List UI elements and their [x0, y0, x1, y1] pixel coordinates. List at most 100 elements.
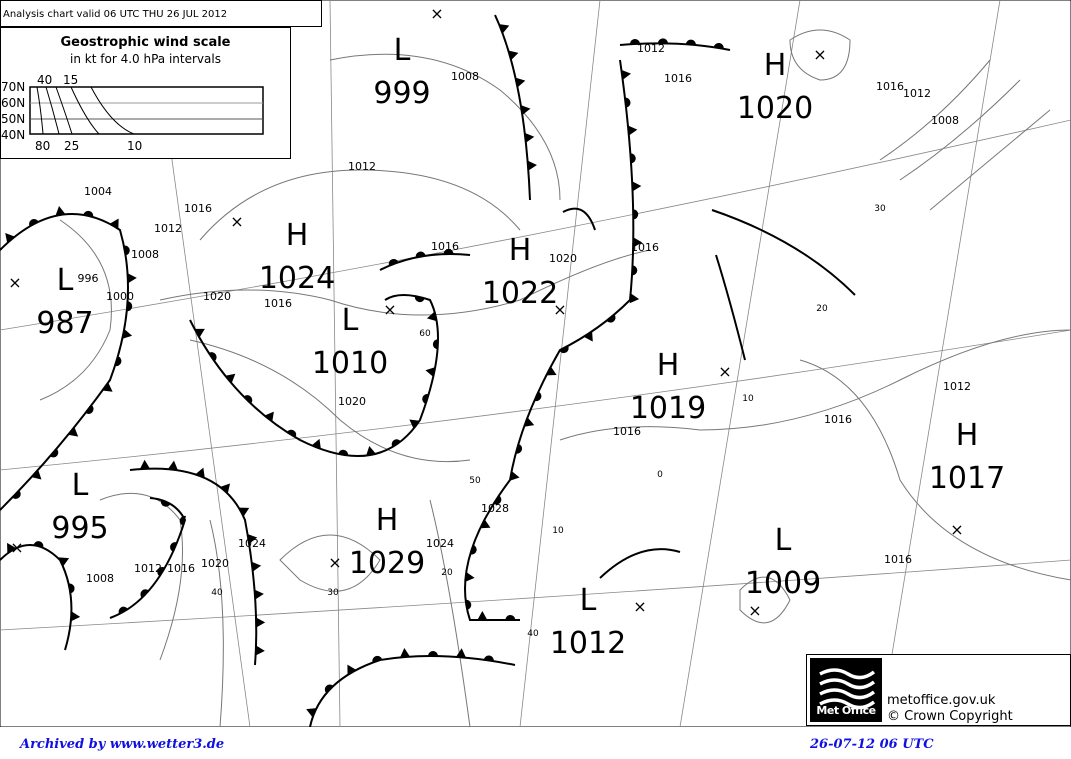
isobar-label: 1008	[86, 572, 114, 585]
wind-label: 20	[441, 568, 453, 578]
pressure-center-value: 1017	[929, 461, 1005, 496]
pressure-center-value: 1020	[737, 91, 813, 126]
wind-label: 30	[327, 588, 339, 598]
met-office-logo: Met Office	[810, 658, 882, 722]
isobar-label: 996	[78, 272, 99, 285]
warm-front-semicircle-icon	[465, 599, 472, 610]
cold-front-triangle-icon	[109, 218, 119, 229]
scale-label: 80	[35, 139, 50, 153]
warm-front-semicircle-icon	[83, 210, 94, 217]
warm-front-semicircle-icon	[286, 429, 297, 438]
timestamp: 26-07-12 06 UTC	[810, 737, 934, 752]
pressure-center-value: 1029	[349, 546, 425, 581]
cold-front-triangle-icon	[68, 427, 79, 437]
pressure-center-type: H	[509, 233, 532, 268]
front-line	[309, 655, 516, 727]
front-line	[379, 253, 471, 271]
front-line	[562, 207, 596, 231]
isobar-label: 1012	[903, 87, 931, 100]
pressure-center-type: L	[57, 263, 74, 298]
cold-front-triangle-icon	[225, 373, 236, 384]
cold-front-triangle-icon	[520, 105, 531, 115]
warm-front-semicircle-icon	[388, 259, 399, 266]
cold-front-triangle-icon	[629, 293, 640, 304]
low-high-marker-icon: ×	[748, 601, 761, 620]
warm-front-semicircle-icon	[624, 97, 631, 108]
warm-front-semicircle-icon	[493, 495, 502, 505]
cold-front-triangle-icon	[509, 470, 520, 481]
warm-front-semicircle-icon	[470, 544, 477, 555]
cold-front-triangle-icon	[400, 647, 411, 658]
isobar-label: 1016	[184, 202, 212, 215]
warm-front-semicircle-icon	[372, 655, 383, 663]
low-high-marker-icon: ×	[430, 4, 443, 23]
cold-front-triangle-icon	[366, 445, 376, 456]
isobar-label: 1020	[549, 252, 577, 265]
cold-front-triangle-icon	[247, 534, 258, 544]
front-line	[711, 209, 856, 296]
pressure-center-type: L	[775, 523, 792, 558]
isobar-label: 1008	[931, 114, 959, 127]
warm-front-semicircle-icon	[559, 345, 569, 354]
warm-front-semicircle-icon	[685, 39, 696, 46]
warm-front-semicircle-icon	[33, 541, 44, 548]
low-high-marker-icon: ×	[10, 538, 23, 557]
cold-front-triangle-icon	[465, 571, 475, 582]
warm-front-semicircle-icon	[157, 567, 165, 577]
cold-front-triangle-icon	[306, 708, 317, 718]
cold-front-triangle-icon	[477, 611, 488, 620]
cold-front-triangle-icon	[633, 237, 643, 248]
warm-front-semicircle-icon	[170, 542, 178, 552]
warm-front-semicircle-icon	[324, 684, 334, 694]
cold-front-triangle-icon	[426, 311, 437, 322]
front-line	[494, 14, 531, 201]
isobar-label: 1020	[203, 290, 231, 303]
scale-label: 25	[64, 139, 79, 153]
scale-label: 15	[63, 73, 78, 87]
cold-front-triangle-icon	[70, 611, 81, 622]
archive-credit[interactable]: Archived by www.wetter3.de	[20, 737, 225, 752]
warm-front-semicircle-icon	[140, 589, 149, 598]
wind-scale-title: Geostrophic wind scale	[60, 35, 231, 50]
wind-label: 30	[874, 204, 886, 214]
warm-front-semicircle-icon	[123, 245, 130, 256]
front-line	[619, 42, 731, 51]
cold-front-triangle-icon	[122, 329, 133, 339]
cold-front-triangle-icon	[524, 132, 535, 143]
cold-front-triangle-icon	[238, 507, 250, 517]
low-high-marker-icon: ×	[328, 553, 341, 572]
warm-front-semicircle-icon	[50, 448, 59, 458]
cold-front-triangle-icon	[195, 467, 205, 478]
cold-front-triangle-icon	[31, 469, 42, 480]
warm-front-semicircle-icon	[160, 499, 171, 507]
met-office-site: metoffice.gov.uk	[887, 693, 996, 708]
pressure-center-type: L	[72, 468, 89, 503]
isobar-label: 1016	[884, 553, 912, 566]
cold-front-triangle-icon	[632, 181, 642, 192]
cold-front-triangle-icon	[256, 617, 266, 628]
warm-front-semicircle-icon	[243, 395, 253, 404]
pressure-center-type: H	[286, 218, 309, 253]
warm-front-semicircle-icon	[505, 615, 516, 620]
warm-front-semicircle-icon	[422, 394, 429, 404]
front-line	[715, 254, 746, 361]
pressure-center-type: L	[580, 583, 597, 618]
isobar-label: 1020	[338, 395, 366, 408]
cold-front-triangle-icon	[621, 69, 631, 80]
cold-front-triangle-icon	[425, 367, 436, 377]
warm-front-semicircle-icon	[633, 209, 639, 220]
isobar-label: 1016	[631, 241, 659, 254]
pressure-center-value: 995	[51, 511, 108, 546]
cold-front-triangle-icon	[167, 460, 178, 471]
isobar-label: 1016	[167, 562, 195, 575]
cold-front-triangle-icon	[58, 557, 70, 567]
wind-label: 50	[469, 476, 481, 486]
warm-front-semicircle-icon	[713, 42, 724, 49]
low-high-marker-icon: ×	[383, 300, 396, 319]
warm-front-semicircle-icon	[534, 391, 542, 402]
cold-front-triangle-icon	[515, 77, 526, 88]
low-high-marker-icon: ×	[553, 300, 566, 319]
cold-front-triangle-icon	[194, 328, 205, 338]
lat-label: 60N	[1, 96, 25, 110]
isobar-label: 1024	[426, 537, 454, 550]
